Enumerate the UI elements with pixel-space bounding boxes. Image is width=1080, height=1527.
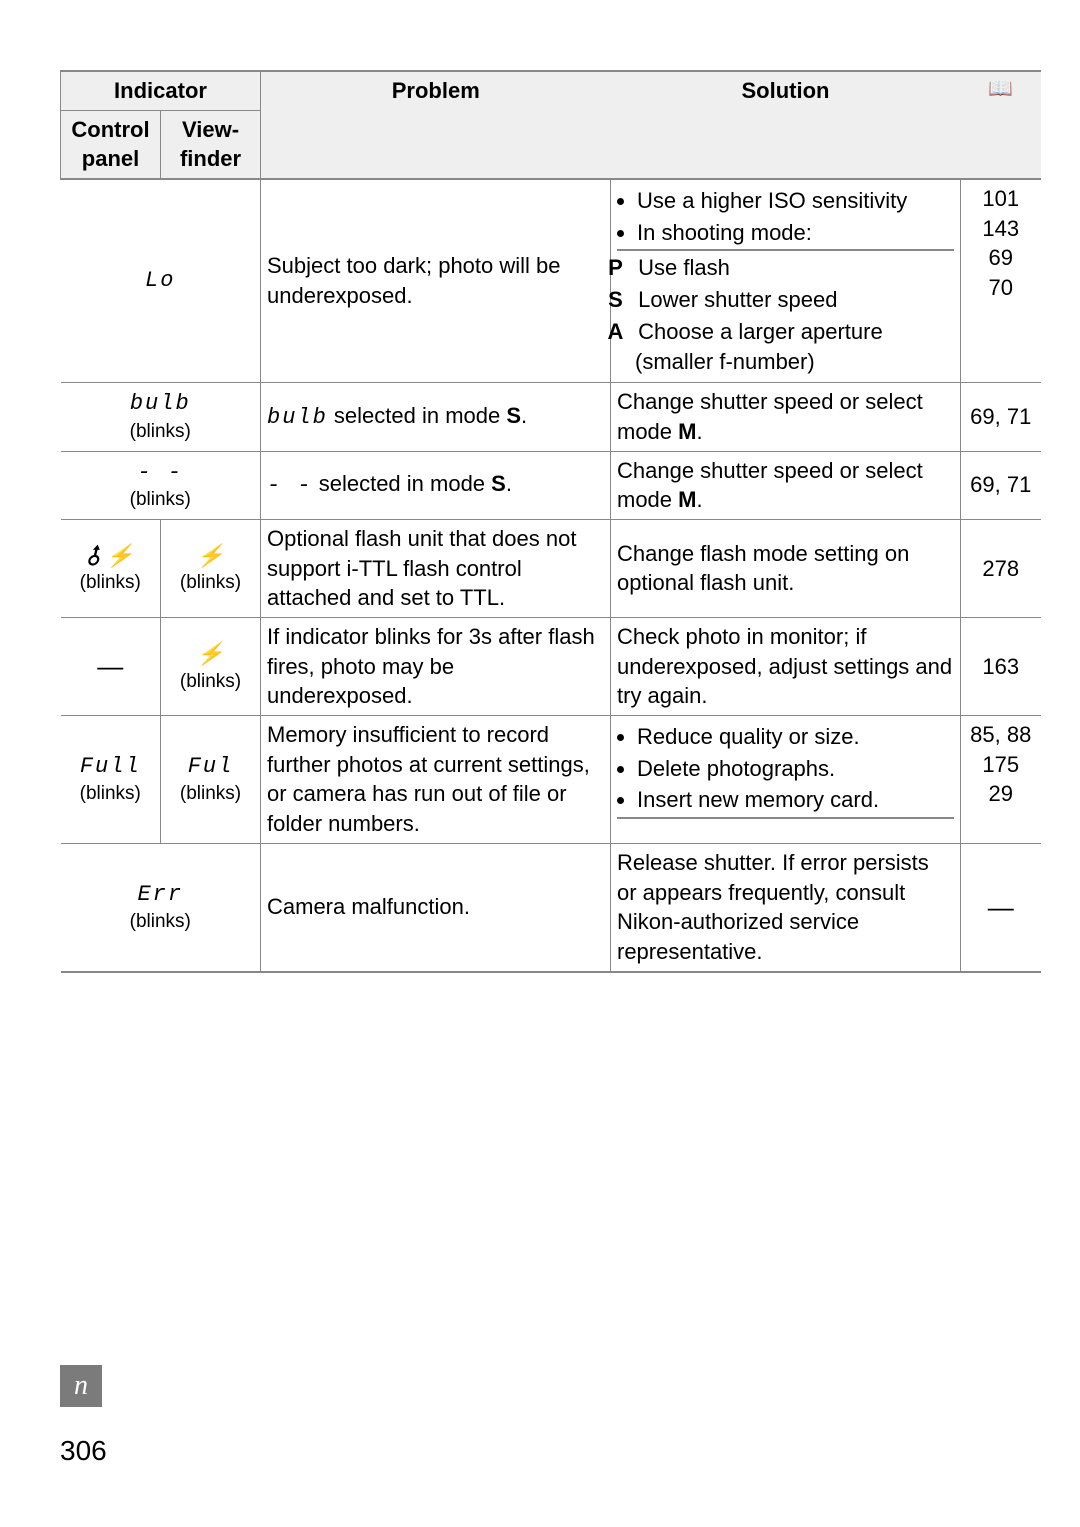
indicator-lcd: Full xyxy=(67,752,155,782)
table-row: Full (blinks) Ful (blinks) Memory insuff… xyxy=(61,716,1041,844)
th-view-finder: View-finder xyxy=(161,110,261,179)
list-item: In shooting mode: xyxy=(637,218,954,248)
table-row: bulb (blinks) bulb selected in mode S. C… xyxy=(61,383,1041,451)
cell-solution: Change shutter speed or select mode M. xyxy=(611,383,961,451)
indicator-lcd: Lo xyxy=(67,266,255,296)
cell-reference: 85, 88 175 29 xyxy=(961,716,1041,844)
page-number: 306 xyxy=(60,1435,107,1467)
flash-icon: ⚡ xyxy=(167,541,254,571)
troubleshooting-table: Indicator Problem Solution 📖 Control pan… xyxy=(60,70,1041,973)
list-item: Use a higher ISO sensitivity xyxy=(637,186,954,216)
cell-reference: — xyxy=(961,843,1041,971)
cell-reference: 101 143 69 70 xyxy=(961,179,1041,383)
cell-solution: Change flash mode setting on optional fl… xyxy=(611,519,961,617)
indicator-dash: — xyxy=(61,618,161,716)
cell-reference: 69, 71 xyxy=(961,451,1041,519)
cell-reference: 69, 71 xyxy=(961,383,1041,451)
cell-problem: If indicator blinks for 3s after flash f… xyxy=(261,618,611,716)
cell-solution: Reduce quality or size. Delete photograp… xyxy=(611,716,961,844)
list-item: Delete photographs. xyxy=(637,754,954,784)
indicator-lcd: bulb xyxy=(67,389,255,419)
list-item: Reduce quality or size. xyxy=(637,722,954,752)
flash-icon: ⯽ ⚡ xyxy=(67,541,155,571)
th-problem: Problem xyxy=(261,71,611,179)
th-solution: Solution xyxy=(611,71,961,179)
indicator-lcd: Err xyxy=(67,880,255,910)
cell-problem: Memory insufficient to record further ph… xyxy=(261,716,611,844)
cell-problem: bulb selected in mode S. xyxy=(261,383,611,451)
th-control-panel: Control panel xyxy=(61,110,161,179)
cell-reference: 163 xyxy=(961,618,1041,716)
cell-problem: Camera malfunction. xyxy=(261,843,611,971)
cell-solution: Change shutter speed or select mode M. xyxy=(611,451,961,519)
th-reference-icon: 📖 xyxy=(961,71,1041,179)
flash-icon: ⚡ xyxy=(167,639,254,669)
cell-problem: Optional flash unit that does not suppor… xyxy=(261,519,611,617)
cell-reference: 278 xyxy=(961,519,1041,617)
cell-solution: Use a higher ISO sensitivity In shooting… xyxy=(611,179,961,383)
cell-solution: Check photo in monitor; if underexposed,… xyxy=(611,618,961,716)
document-page: Indicator Problem Solution 📖 Control pan… xyxy=(0,0,1080,1527)
table-row: - - (blinks) - - selected in mode S. Cha… xyxy=(61,451,1041,519)
cell-problem: Subject too dark; photo will be underexp… xyxy=(261,179,611,383)
cell-problem: - - selected in mode S. xyxy=(261,451,611,519)
indicator-lcd: Ful xyxy=(167,752,254,782)
th-indicator: Indicator xyxy=(61,71,261,110)
section-badge-icon: n xyxy=(60,1365,102,1407)
cell-solution: Release shutter. If error persists or ap… xyxy=(611,843,961,971)
table-row: Err (blinks) Camera malfunction. Release… xyxy=(61,843,1041,971)
table-row: Lo Subject too dark; photo will be under… xyxy=(61,179,1041,383)
indicator-lcd: - - xyxy=(67,458,255,488)
list-item: Insert new memory card. xyxy=(637,785,954,815)
table-row: ⯽ ⚡ (blinks) ⚡ (blinks) Optional flash u… xyxy=(61,519,1041,617)
table-row: — ⚡ (blinks) If indicator blinks for 3s … xyxy=(61,618,1041,716)
